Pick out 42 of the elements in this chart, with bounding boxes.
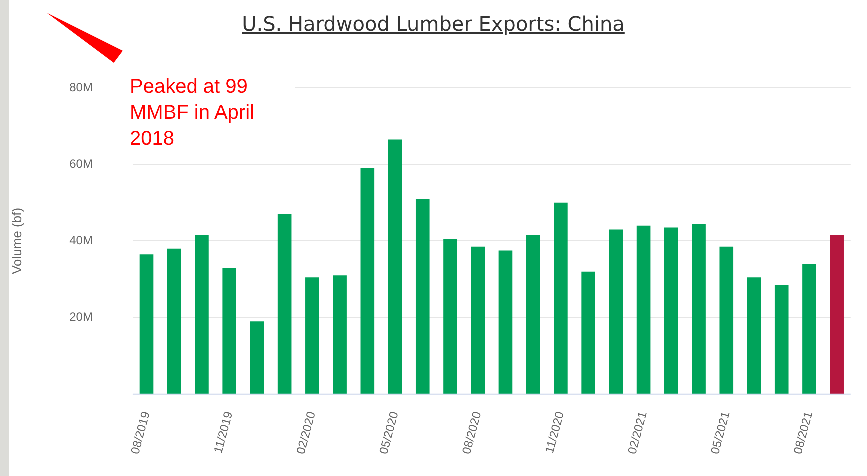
y-axis-title: Volume (bf) — [9, 208, 24, 274]
x-tick-label: 11/2019 — [211, 410, 236, 455]
x-tick-label: 08/2021 — [790, 410, 816, 456]
bar — [498, 250, 513, 394]
bar — [195, 235, 209, 394]
bar — [388, 140, 402, 394]
bar — [444, 239, 458, 394]
bar — [333, 276, 347, 394]
bar — [830, 235, 844, 394]
bar — [416, 199, 430, 394]
bar — [720, 246, 734, 394]
x-tick-label: 05/2020 — [376, 410, 402, 456]
bar — [664, 228, 678, 394]
bar — [609, 230, 624, 394]
y-tick-label: 60M — [70, 156, 93, 171]
bar — [526, 235, 540, 394]
x-tick-label: 02/2021 — [625, 410, 650, 456]
bar — [306, 278, 320, 394]
annotation: Peaked at 99 MMBF in April 2018 — [130, 74, 295, 152]
x-tick-label: 05/2021 — [708, 410, 733, 456]
bar — [140, 254, 154, 394]
bar — [636, 226, 651, 394]
bar — [167, 248, 182, 394]
bar — [250, 322, 264, 394]
bar — [222, 268, 236, 394]
x-tick-label: 11/2020 — [542, 410, 568, 455]
bar — [692, 224, 706, 394]
chart-title: U.S. Hardwood Lumber Exports: China — [241, 12, 626, 36]
bar — [471, 246, 486, 394]
x-tick-label: 08/2020 — [459, 410, 484, 456]
y-tick-label: 80M — [70, 80, 93, 94]
y-tick-label: 40M — [70, 234, 93, 248]
x-tick-label: 02/2020 — [294, 410, 319, 456]
bar — [802, 264, 816, 394]
bar — [278, 214, 292, 394]
bar — [554, 202, 568, 394]
bar — [774, 285, 789, 394]
bar — [747, 278, 762, 394]
bar — [582, 272, 596, 394]
bar — [360, 168, 375, 394]
x-tick-label: 08/2019 — [128, 410, 153, 456]
y-tick-label: 20M — [70, 310, 93, 324]
